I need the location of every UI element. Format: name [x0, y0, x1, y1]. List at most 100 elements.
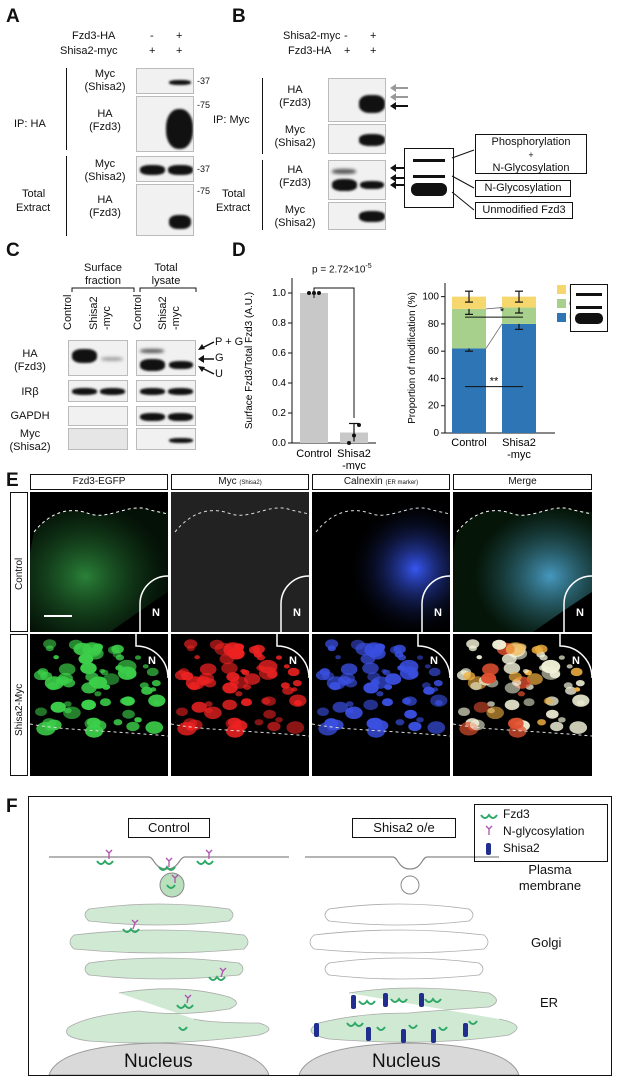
- c-row3-label: GAPDH: [10, 410, 50, 422]
- punctum: [184, 639, 198, 649]
- punctum: [408, 721, 422, 732]
- b-legend-lines: [451, 149, 475, 211]
- punctum: [395, 719, 405, 726]
- punctum: [134, 655, 142, 660]
- c-arrow-g: [198, 355, 214, 363]
- punctum: [134, 717, 142, 723]
- c2-bar-0-G: [452, 308, 486, 349]
- punctum: [188, 682, 200, 691]
- punctum: [501, 653, 517, 665]
- punctum: [526, 673, 543, 685]
- f-golgi-left-2: [69, 929, 249, 954]
- panel-letter-e: E: [6, 470, 19, 491]
- f-nucleus-label-left: Nucleus: [124, 1051, 193, 1072]
- a-mw-1: -37: [197, 76, 211, 86]
- b-blot-ha-total: [328, 160, 386, 200]
- b-cond2-lane1: +: [344, 45, 351, 57]
- c2-legend-swatch-1: [557, 299, 566, 308]
- punctum: [142, 664, 149, 669]
- e-nucleus-n-4: N: [576, 607, 584, 619]
- a-cond2-lane2: +: [176, 45, 183, 57]
- c1-xlabel-1-0: Shisa2: [337, 448, 371, 460]
- f-fzd3-right-7: [438, 1026, 448, 1031]
- a-mw-4: -75: [197, 186, 211, 196]
- punctum: [150, 687, 157, 692]
- punctum: [219, 653, 235, 665]
- punctum: [81, 699, 96, 711]
- b-blot-myc-total: [328, 202, 386, 230]
- punctum: [327, 645, 336, 652]
- a-group-total-1: Total: [22, 188, 46, 200]
- b-row2-label: Myc (Shisa2): [274, 124, 316, 149]
- punctum: [198, 672, 214, 684]
- punctum: [35, 707, 47, 717]
- f-legend-shisa2-icon: [486, 843, 491, 855]
- punctum: [152, 700, 161, 706]
- b-arrow-black-1: [390, 102, 408, 110]
- punctum: [505, 642, 526, 656]
- punctum: [522, 668, 529, 674]
- punctum: [416, 717, 424, 723]
- punctum: [187, 719, 203, 731]
- punctum: [204, 706, 222, 720]
- b-arrow-gray-2: [390, 93, 408, 101]
- f-shisa2-3: [419, 993, 424, 1007]
- c-row1-label: HA (Fzd3): [14, 348, 46, 373]
- a-mw-2: -75: [197, 100, 211, 110]
- punctum: [366, 717, 383, 730]
- punctum: [345, 701, 354, 707]
- punctum: [360, 653, 376, 665]
- punctum: [399, 666, 419, 680]
- punctum: [235, 691, 243, 697]
- b-bracket-total: [262, 160, 263, 230]
- f-shisa2-5: [366, 1027, 371, 1041]
- b-legend-glyco: N-Glycosylation: [475, 180, 571, 197]
- e-tile-shisa-myc: N: [171, 634, 309, 776]
- e-nucleus-n-1: N: [152, 607, 160, 619]
- f-fzd3-left-3: [196, 859, 214, 865]
- punctum: [463, 671, 476, 681]
- nucleus-outline: [559, 634, 592, 679]
- f-fzd3-left-8: [178, 1026, 188, 1031]
- f-shisa2-4: [314, 1023, 319, 1037]
- e-tile-control-merge: N: [453, 492, 592, 632]
- punctum: [576, 700, 585, 706]
- punctum: [350, 639, 365, 650]
- f-golgi-right-2: [309, 929, 489, 954]
- e-row-label-1: Control: [14, 557, 25, 590]
- c2-bar-1-G: [502, 307, 536, 324]
- panel-letter-a: A: [6, 6, 20, 27]
- punctum: [68, 639, 83, 650]
- a-row4-label: HA (Fzd3): [89, 194, 121, 219]
- punctum: [492, 639, 507, 650]
- punctum: [433, 679, 443, 687]
- f-title-control: Control: [128, 818, 210, 838]
- cell-outline: [453, 723, 592, 737]
- cell-outline: [171, 723, 309, 737]
- c1-ytick-label-5: 1.0: [272, 288, 286, 299]
- cell-outline: [312, 723, 450, 737]
- c-arrow-u: [198, 366, 215, 375]
- f-glyco-left-1: [105, 849, 113, 859]
- punctum: [466, 639, 480, 649]
- c1-ytick-label-1: 0.2: [272, 408, 286, 419]
- e-nucleus-n-2: N: [293, 607, 301, 619]
- e-row-label-2: Shisa2-Myc: [14, 683, 25, 736]
- punctum: [275, 717, 283, 723]
- punctum: [199, 663, 217, 676]
- e-col-head-1: Fzd3-EGFP: [30, 474, 168, 490]
- punctum: [108, 645, 120, 654]
- punctum: [468, 645, 477, 652]
- panel-letter-b: B: [232, 6, 246, 27]
- punctum: [423, 686, 435, 695]
- b-cond2-label: Fzd3-HA: [288, 45, 332, 57]
- punctum: [401, 697, 412, 705]
- f-shisa2-7: [431, 1029, 436, 1043]
- punctum: [151, 679, 161, 687]
- punctum: [328, 719, 344, 731]
- punctum: [240, 698, 253, 707]
- c2-legend-swatch-2: [557, 313, 566, 322]
- f-legend-glyco-icon: [485, 825, 493, 835]
- f-fzd3-right-5: [376, 1026, 386, 1031]
- punctum: [240, 668, 247, 674]
